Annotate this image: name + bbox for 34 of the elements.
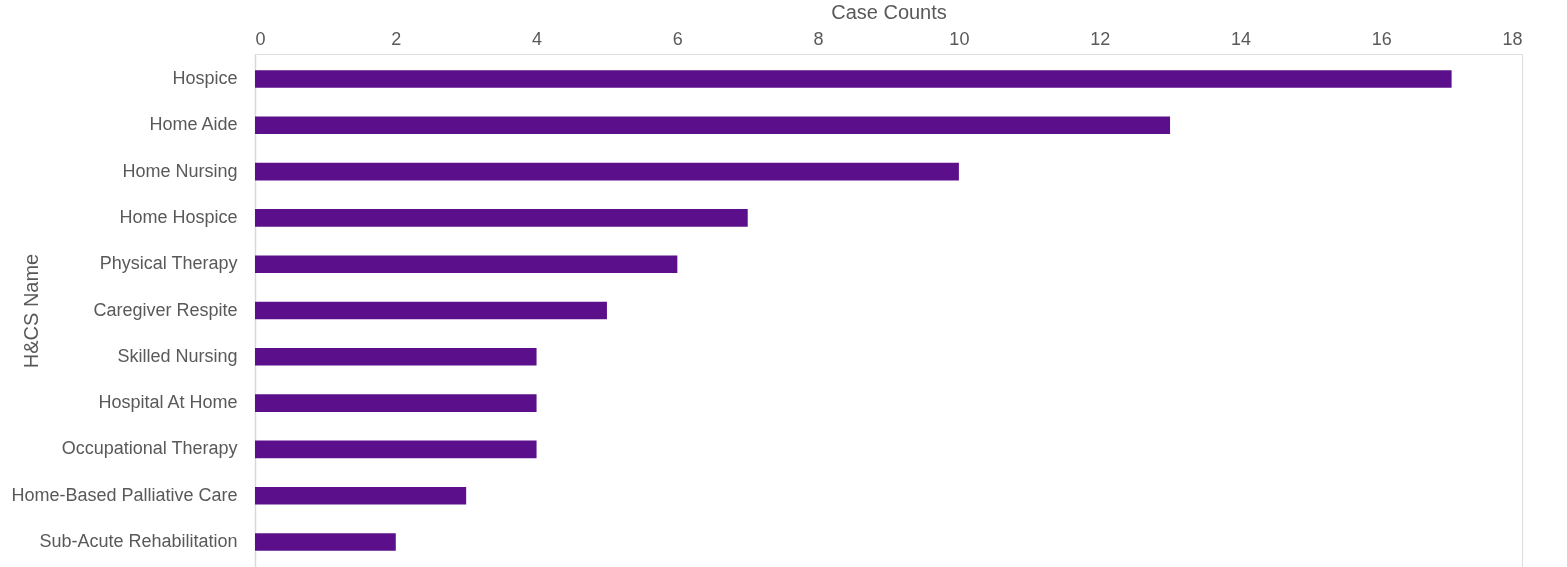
x-tick-label: 10 [949,28,970,49]
y-tick-label: Skilled Nursing [117,345,238,366]
y-tick-label: Home-Based Palliative Care [11,484,238,505]
x-tick-label: 4 [532,28,543,49]
bar [255,301,607,320]
y-tick-label: Home Hospice [119,206,238,227]
y-tick-label: Home Aide [149,114,238,135]
x-tick-label: 16 [1371,28,1392,49]
x-tick-label: 6 [672,28,683,49]
y-tick-label: Occupational Therapy [61,438,238,459]
y-tick-label: Sub-Acute Rehabilitation [39,531,238,551]
x-tick-label: 2 [391,28,402,49]
x-tick-label: 8 [813,28,824,49]
bar [255,394,537,412]
bar [255,162,959,181]
x-tick-label: 12 [1090,28,1111,49]
y-tick-label: Hospice [172,68,238,88]
x-tick-label: 14 [1230,28,1251,49]
x-tick-label: 0 [255,28,266,49]
y-tick-label: Hospital At Home [98,392,238,413]
y-axis-title: H&CS Name [19,253,42,369]
bar [255,533,396,551]
x-axis-title: Case Counts [831,0,947,23]
bar [255,348,537,366]
bar [255,209,748,227]
y-tick-label: Caregiver Respite [93,299,238,320]
bar [255,486,467,505]
x-tick-label: 18 [1502,28,1523,49]
y-tick-label: Home Nursing [122,160,238,181]
bar [255,116,1171,135]
y-tick-label: Physical Therapy [99,253,238,274]
bar [255,440,537,459]
bar [255,70,1452,88]
bar [255,255,678,273]
